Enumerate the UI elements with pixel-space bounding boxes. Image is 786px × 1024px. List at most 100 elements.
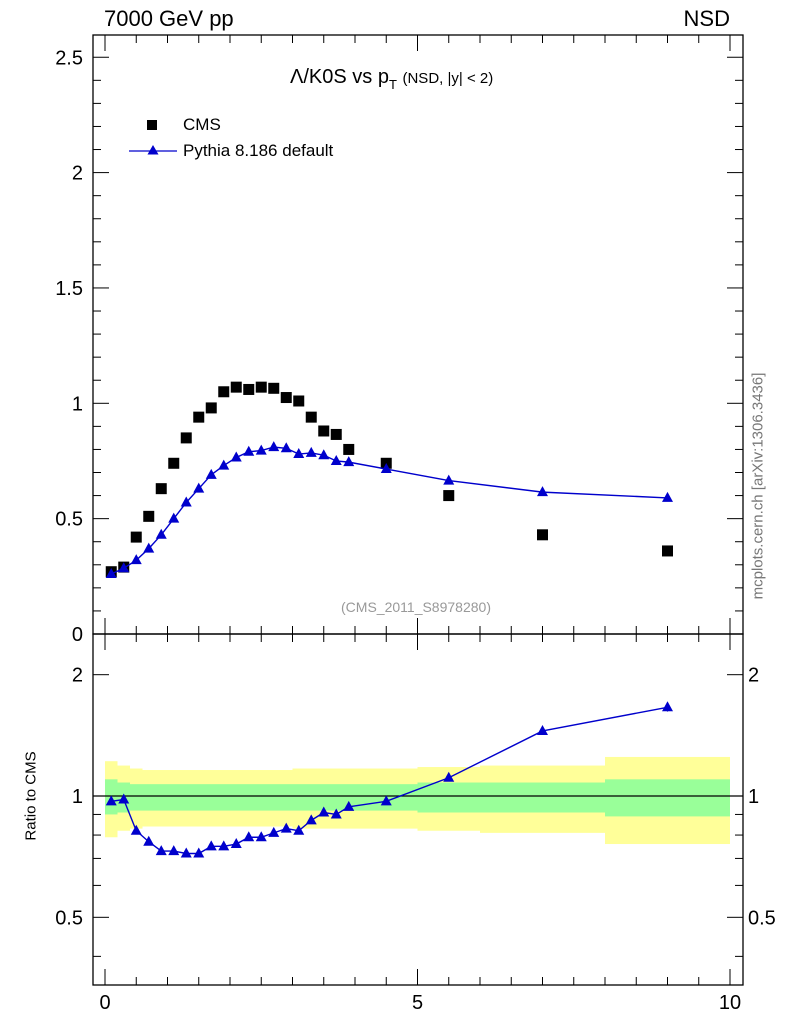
pythia-data-point	[280, 442, 292, 453]
ratio-pythia-point	[180, 847, 192, 858]
ratio-inner-band	[417, 782, 480, 813]
legend-entry-cms: CMS	[125, 112, 333, 138]
ratio-pythia-point	[218, 840, 230, 851]
legend-label-pythia: Pythia 8.186 default	[183, 141, 334, 160]
ratio-inner-band	[130, 784, 143, 811]
cms-data-point	[255, 381, 267, 393]
ratio-pythia-point	[155, 845, 167, 856]
main-y-tick-label: 2	[72, 163, 83, 185]
cms-data-point	[305, 411, 317, 423]
ratio-inner-band	[292, 784, 355, 811]
main-y-tick-label: 0	[72, 624, 83, 646]
cms-data-point	[155, 483, 167, 495]
pythia-data-point	[443, 474, 455, 485]
ratio-y-axis-label: Ratio to CMS	[22, 751, 40, 841]
header-energy-label: 7000 GeV pp	[104, 6, 234, 31]
cms-data-point	[293, 395, 305, 407]
main-y-tick-label: 1.5	[55, 278, 83, 300]
main-panel-data	[105, 381, 673, 579]
ratio-inner-band	[480, 782, 605, 813]
ratio-pythia-point	[143, 835, 155, 846]
ratio-y-tick-label-left: 0.5	[55, 907, 83, 929]
ratio-pythia-point	[380, 795, 392, 806]
legend-entry-pythia: Pythia 8.186 default	[125, 138, 333, 164]
ratio-pythia-point	[293, 824, 305, 835]
pythia-data-point	[343, 456, 355, 467]
ratio-panel-data	[105, 701, 673, 858]
ratio-y-tick-label-right: 1	[748, 786, 759, 808]
cms-data-point	[168, 457, 180, 469]
main-y-tick-label: 1	[72, 393, 83, 415]
ratio-pythia-point	[305, 814, 317, 825]
pythia-data-point	[130, 554, 142, 565]
main-y-tick-label: 2.5	[55, 47, 83, 69]
pythia-data-point	[218, 459, 230, 470]
ratio-panel-frame: 0 5 10 0.5 0.5 1 1 2 2	[55, 633, 776, 1014]
pythia-data-point	[155, 528, 167, 539]
pythia-data-point	[105, 568, 117, 579]
ratio-pythia-point	[268, 826, 280, 837]
legend: CMS Pythia 8.186 default	[125, 112, 333, 164]
ratio-pythia-point	[230, 838, 242, 849]
pythia-data-point	[193, 482, 205, 493]
cms-data-point	[343, 443, 355, 455]
pythia-data-point	[662, 491, 673, 502]
ratio-pythia-point	[318, 806, 330, 817]
title-main: Λ/K0S vs p	[290, 66, 389, 88]
ratio-y-tick-label-right: 0.5	[748, 907, 776, 929]
ratio-pythia-point	[105, 795, 117, 806]
header-process-label: NSD	[683, 6, 730, 31]
ratio-pythia-point	[193, 847, 205, 858]
cms-data-point	[243, 383, 255, 395]
pythia-data-point	[230, 451, 242, 462]
ratio-y-tick-label-right: 2	[748, 665, 759, 687]
ratio-uncertainty-bands	[105, 756, 730, 845]
pythia-data-point	[318, 449, 330, 460]
cms-data-point	[130, 531, 142, 543]
pythia-data-point	[255, 444, 267, 455]
main-y-tick-label: 0.5	[55, 509, 83, 531]
source-watermark: mcplots.cern.ch [arXiv:1306.3436]	[749, 372, 767, 600]
ratio-inner-band	[167, 784, 230, 811]
cms-data-point	[180, 432, 192, 444]
ratio-inner-band	[605, 779, 730, 817]
ratio-inner-band	[230, 784, 293, 811]
ratio-pythia-point	[118, 793, 130, 804]
cms-data-point	[218, 386, 230, 398]
cms-data-point	[280, 392, 292, 404]
square-marker-icon	[125, 115, 183, 135]
ratio-pythia-point	[662, 701, 673, 712]
pythia-data-point	[305, 446, 317, 457]
pythia-data-point	[168, 512, 180, 523]
ratio-pythia-point	[330, 808, 342, 819]
cms-data-point	[330, 428, 342, 440]
cms-data-point	[268, 382, 280, 394]
analysis-id-label: (CMS_2011_S8978280)	[341, 599, 491, 615]
pythia-data-point	[205, 468, 217, 479]
cms-data-point	[662, 545, 673, 557]
ratio-y-tick-label-left: 2	[72, 665, 83, 687]
legend-label-cms: CMS	[183, 115, 221, 134]
ratio-inner-band	[142, 784, 168, 811]
ratio-pythia-point	[280, 822, 292, 833]
ratio-pythia-point	[168, 845, 180, 856]
pythia-data-point	[268, 441, 280, 452]
ratio-pythia-point	[255, 831, 267, 842]
pythia-data-point	[380, 463, 392, 474]
cms-data-point	[143, 510, 155, 522]
ratio-pythia-point	[205, 840, 217, 851]
ratio-y-tick-label-left: 1	[72, 786, 83, 808]
pythia-data-point	[537, 486, 548, 497]
ratio-pythia-point	[343, 800, 355, 811]
pythia-data-point	[143, 542, 155, 553]
ratio-pythia-point	[243, 831, 255, 842]
cms-data-point	[193, 411, 205, 423]
ratio-pythia-point	[130, 824, 142, 835]
triangle-marker-line-icon	[125, 141, 183, 161]
cms-data-point	[443, 490, 455, 502]
ratio-pythia-point	[537, 724, 548, 735]
ratio-pythia-point	[443, 771, 455, 782]
cms-data-point	[537, 529, 548, 541]
pythia-data-point	[243, 445, 255, 456]
